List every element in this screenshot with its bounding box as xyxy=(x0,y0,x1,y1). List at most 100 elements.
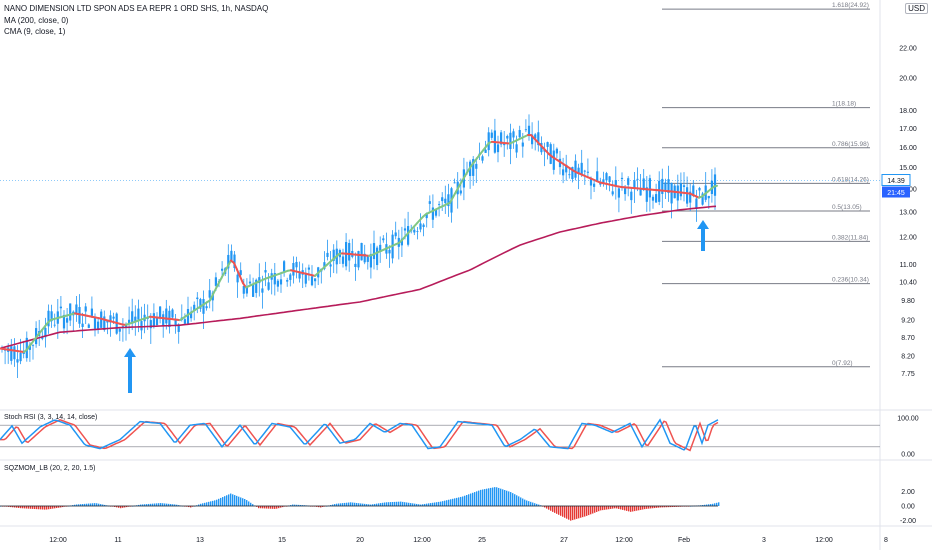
sqzmom-tick-label: 0.00 xyxy=(901,504,915,511)
momentum-bar xyxy=(10,506,12,508)
momentum-bar xyxy=(536,503,538,506)
momentum-bar xyxy=(634,506,636,512)
fib-level-label: 0.5(13.05) xyxy=(832,204,862,211)
momentum-bar xyxy=(378,503,380,506)
momentum-bar xyxy=(424,503,426,506)
candle-body xyxy=(372,243,376,260)
ma-indicator-label[interactable]: MA (200, close, 0) xyxy=(4,16,69,25)
momentum-bar xyxy=(32,506,34,509)
candle-body xyxy=(363,253,366,263)
momentum-bar xyxy=(344,502,346,506)
cma-line-segment xyxy=(449,196,454,204)
momentum-bar xyxy=(120,506,122,509)
fib-level-label: 0.236(10.34) xyxy=(832,277,869,284)
candle-body xyxy=(633,180,636,189)
candle-body xyxy=(425,213,428,219)
fib-level-label: 1(18.18) xyxy=(832,101,856,108)
candle-body xyxy=(540,142,543,153)
momentum-bar xyxy=(502,489,504,506)
last-price-badge xyxy=(881,174,911,187)
candle-body xyxy=(50,311,53,322)
candle-body xyxy=(137,308,140,320)
momentum-bar xyxy=(58,506,60,508)
candle-body xyxy=(614,180,617,187)
candle-body xyxy=(341,256,345,264)
currency-badge[interactable]: USD xyxy=(905,3,928,14)
momentum-bar xyxy=(248,501,250,506)
candle-body xyxy=(128,319,131,324)
momentum-bar xyxy=(606,506,608,510)
candle-body xyxy=(190,311,193,319)
candle-body xyxy=(419,223,422,230)
momentum-bar xyxy=(28,506,30,509)
candle-body xyxy=(484,149,487,153)
momentum-bar xyxy=(390,502,392,506)
candle-body xyxy=(636,178,639,180)
momentum-bar xyxy=(298,504,300,506)
time-tick-label: 27 xyxy=(560,537,568,544)
price-tick-label: 22.00 xyxy=(899,46,917,53)
candle-body xyxy=(441,197,444,202)
momentum-bar xyxy=(562,506,564,517)
momentum-bar xyxy=(220,497,222,506)
price-tick-label: 20.00 xyxy=(899,75,917,82)
candle-body xyxy=(323,262,326,269)
candle-body xyxy=(155,316,159,326)
candle-body xyxy=(348,243,351,261)
momentum-bar xyxy=(282,506,284,508)
momentum-bar xyxy=(114,506,116,507)
momentum-bar xyxy=(40,506,42,510)
momentum-bar xyxy=(664,506,666,508)
candle-body xyxy=(422,224,425,228)
momentum-bar xyxy=(564,506,566,518)
momentum-bar xyxy=(440,501,442,506)
momentum-bar xyxy=(332,504,334,506)
momentum-bar xyxy=(380,503,382,506)
momentum-bar xyxy=(658,506,660,508)
momentum-bar xyxy=(400,501,402,506)
candle-body xyxy=(487,132,490,151)
momentum-bar xyxy=(60,506,62,508)
candle-body xyxy=(586,171,589,173)
momentum-bar xyxy=(218,498,220,506)
price-tick-label: 12.00 xyxy=(899,235,917,242)
momentum-bar xyxy=(590,506,592,515)
time-tick-label: 11 xyxy=(114,537,121,544)
time-tick-label: 12:00 xyxy=(815,537,833,544)
momentum-bar xyxy=(172,504,174,506)
cma-indicator-label[interactable]: CMA (9, close, 1) xyxy=(4,27,66,36)
momentum-bar xyxy=(256,506,258,507)
momentum-bar xyxy=(402,501,404,506)
momentum-bar xyxy=(264,506,266,509)
candle-body xyxy=(369,253,372,268)
momentum-bar xyxy=(352,502,354,506)
momentum-bar xyxy=(408,502,410,506)
momentum-bar xyxy=(458,497,460,506)
candle-body xyxy=(131,311,134,324)
chart-title: NANO DIMENSION LTD SPON ADS EA REPR 1 OR… xyxy=(4,4,269,13)
momentum-bar xyxy=(356,502,358,506)
momentum-bar xyxy=(272,506,274,509)
candle-body xyxy=(326,252,329,257)
up-arrow-annotation xyxy=(697,220,709,251)
momentum-bar xyxy=(338,503,340,506)
candle-body xyxy=(475,163,478,169)
momentum-bar xyxy=(262,506,264,509)
candle-body xyxy=(537,132,540,146)
candle-body xyxy=(403,228,407,231)
momentum-bar xyxy=(578,506,580,519)
momentum-bar xyxy=(274,506,276,509)
momentum-bar xyxy=(96,503,98,506)
momentum-bar xyxy=(484,489,486,506)
momentum-bar xyxy=(296,504,298,506)
momentum-bar xyxy=(646,506,648,509)
momentum-bar xyxy=(490,487,492,506)
momentum-bar xyxy=(604,506,606,510)
momentum-bar xyxy=(404,502,406,506)
momentum-bar xyxy=(350,502,352,506)
candle-body xyxy=(379,244,382,252)
momentum-bar xyxy=(628,506,630,512)
candle-body xyxy=(329,264,332,267)
candle-body xyxy=(84,306,87,312)
